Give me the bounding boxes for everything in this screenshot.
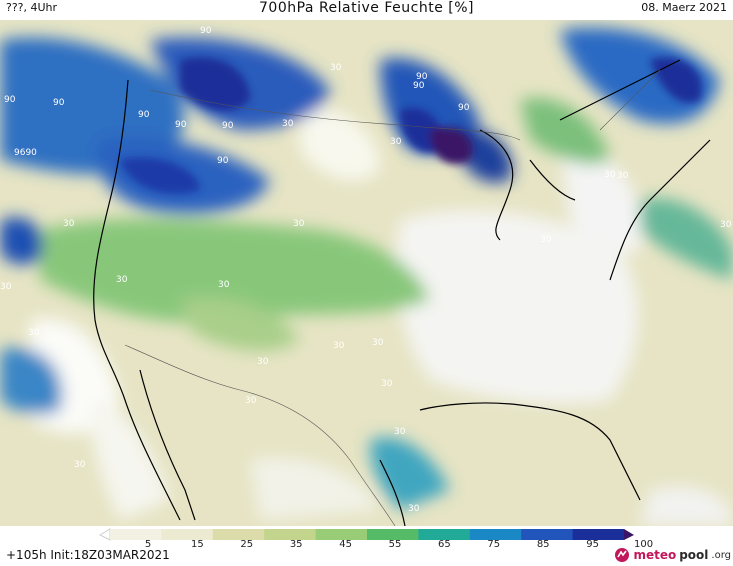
contour-label: 30 [408,504,420,514]
contour-label: 30 [720,220,732,230]
contour-label: 30 [28,328,40,338]
contour-label: 30 [74,460,86,470]
contour-label: 90 [200,26,212,36]
legend-label: 25 [240,539,254,550]
legend-swatch [110,529,162,540]
meteopool-logo: meteo pool .org [614,546,731,564]
map-title: 700hPa Relative Feuchte [%] [259,0,474,16]
contour-label: 30 [330,63,342,73]
contour-label: 30 [617,171,629,181]
legend-label: 65 [438,539,451,550]
contour-label: 30 [282,119,294,129]
legend-arrow-high [624,529,634,540]
contour-label: 30 [245,396,257,406]
contour-label: 30 [116,275,128,285]
contour-label: 30 [63,219,75,229]
legend-label: 75 [487,539,501,550]
contour-label: 30 [394,427,406,437]
contour-label: 9690 [14,148,37,158]
contour-label: 30 [218,280,230,290]
contour-label: 30 [372,338,384,348]
map-header: ???, 4Uhr 700hPa Relative Feuchte [%] 08… [0,0,733,20]
legend-swatch [367,529,419,540]
legend-label: 35 [289,539,303,550]
humidity-field [0,27,733,526]
meteopool-logo-icon [615,548,630,562]
contour-label: 90 [222,121,234,131]
brand-name-2: pool [679,548,709,562]
legend-swatch [469,529,522,540]
contour-label: 30 [293,219,305,229]
legend-label: 100 [634,539,654,550]
borders [124,69,661,526]
contour-label: 30 [604,170,616,180]
legend-swatch [572,529,625,540]
legend-swatch [264,529,317,540]
forecast-weekday-hour: ???, 4Uhr [6,1,58,14]
contour-label: 30 [540,235,552,245]
legend-swatch [315,529,368,540]
brand-domain: .org [711,549,731,561]
brand-name-1: meteo [633,548,677,562]
contour-label: 90 [217,156,229,166]
contour-label: 30 [333,341,345,351]
legend-swatch [212,529,265,540]
contour-label: 90 [458,103,470,113]
contour-label: 30 [0,282,12,292]
contour-label: 90 [416,72,428,82]
coastlines [93,59,711,526]
legend-label: 5 [144,539,152,550]
contour-label: 30 [381,379,393,389]
legend-labels: 5 15 25 35 45 55 65 75 85 95 100 [0,539,733,551]
contour-label: 90 [175,120,187,130]
forecast-date: 08. Maerz 2021 [641,1,727,14]
legend-swatch [161,529,214,540]
contour-label: 90 [138,110,150,120]
legend-label: 95 [586,539,599,550]
contour-label: 90 [413,81,425,91]
humidity-map: 90 90 90 90 90 90 90 90 90 90 9690 30 30… [0,20,733,526]
contour-label: 30 [390,137,402,147]
contour-label: 30 [257,357,269,367]
contour-label: 90 [4,95,16,105]
legend-swatch [521,529,574,540]
legend-label: 15 [191,539,204,550]
run-info: +105h Init:18Z03MAR2021 [6,548,170,562]
legend-swatch [418,529,471,540]
legend-label: 55 [388,539,402,550]
color-legend: 5 15 25 35 45 55 65 75 85 95 100 [0,526,733,566]
legend-label: 45 [339,539,352,550]
contour-labels: 90 90 90 90 90 90 90 90 90 90 9690 30 30… [0,26,732,514]
legend-label: 85 [536,539,550,550]
contour-label: 90 [53,98,65,108]
legend-colorbar [98,528,634,541]
